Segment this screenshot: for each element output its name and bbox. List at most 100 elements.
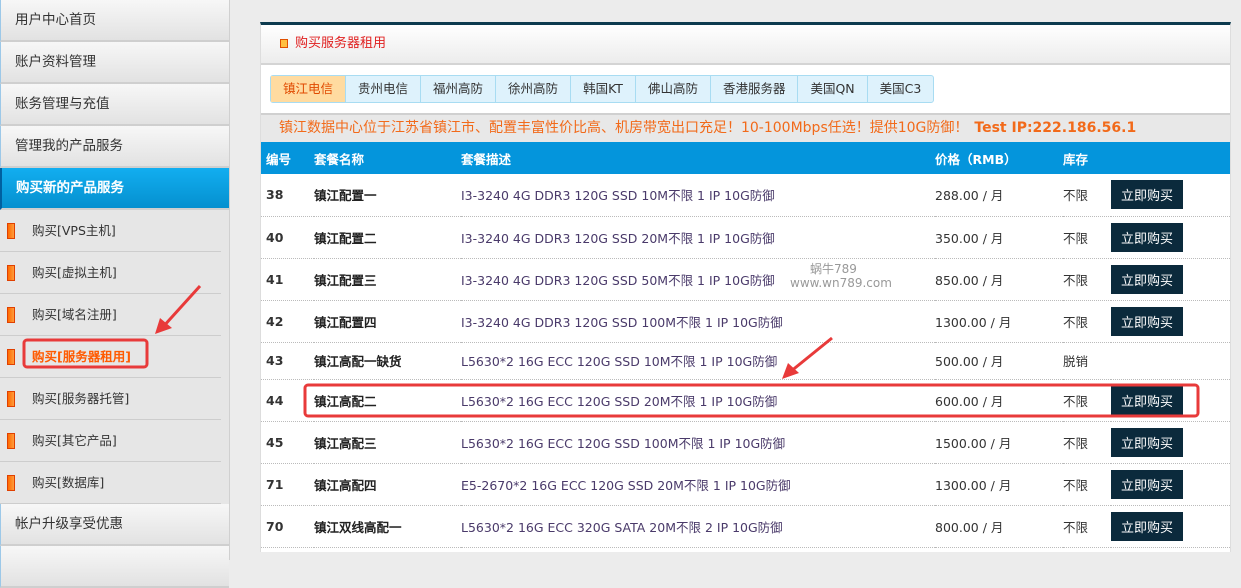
tab-region[interactable]: 镇江电信 (271, 76, 347, 102)
tab-region[interactable]: 美国QN (798, 76, 868, 102)
orange-bar-icon (7, 223, 15, 239)
tab-region[interactable]: 佛山高防 (636, 76, 711, 102)
sidebar-subitem[interactable]: 购买[域名注册] (0, 294, 221, 336)
sidebar-subitem[interactable]: 购买[数据库] (0, 462, 221, 504)
tab-region[interactable]: 贵州电信 (346, 76, 422, 102)
cell-id: 70 (261, 505, 314, 548)
cell-stock: 不限 (1063, 463, 1111, 506)
cell-name: 镇江高配二 (314, 379, 461, 422)
col-action (1111, 142, 1230, 174)
buy-now-button[interactable]: 立即购买 (1111, 469, 1184, 499)
cell-stock: 不限 (1063, 421, 1111, 464)
sidebar-subitem[interactable]: 购买[虚拟主机] (0, 252, 221, 294)
cell-action: 立即购买 (1111, 505, 1230, 548)
tab-region[interactable]: 美国C3 (879, 81, 922, 96)
region-tabs: 镇江电信 贵州电信 福州高防 徐州高防 韩国KT 佛山高防 香港服务器 美国QN 美国C3 (270, 75, 935, 103)
cell-stock: 脱销 (1063, 342, 1111, 380)
sidebar-subitem-label: 购买[服务器租用] (32, 349, 131, 364)
cell-action: 立即购买 (1111, 421, 1230, 464)
cell-stock: 不限 (1063, 379, 1111, 422)
cell-desc: I3-3240 4G DDR3 120G SSD 100M不限 1 IP 10G… (461, 300, 935, 343)
cell-stock: 不限 (1063, 216, 1111, 259)
sidebar-subitem-label: 购买[虚拟主机] (32, 265, 117, 280)
table-row: 45 镇江高配三 L5630*2 16G ECC 120G SSD 100M不限 1… (261, 421, 1230, 464)
cell-desc: L5630*2 16G ECC 120G SSD 20M不限 1 IP 10G防… (461, 379, 935, 422)
sidebar-item[interactable]: 管理我的产品服务 (0, 126, 229, 168)
table-row: 41 镇江配置三 I3-3240 4G DDR3 120G SSD 50M不限 1 … (261, 258, 1230, 301)
sidebar-subitem[interactable]: 购买[服务器托管] (0, 378, 221, 420)
cell-action: 立即购买 (1111, 300, 1230, 343)
col-desc: 套餐描述 (461, 142, 935, 174)
cell-desc: I3-3240 4G DDR3 120G SSD 20M不限 1 IP 10G防… (461, 216, 935, 259)
col-price: 价格（RMB） (935, 142, 1063, 174)
cell-id: 71 (261, 463, 314, 506)
cell-price: 1300.00 / 月 (935, 300, 1063, 343)
cell-id: 43 (261, 342, 314, 380)
cell-desc: I3-3240 4G DDR3 120G SSD 10M不限 1 IP 10G防… (461, 174, 935, 217)
cell-price: 500.00 / 月 (935, 342, 1063, 380)
buy-now-button[interactable]: 立即购买 (1111, 427, 1184, 457)
buy-now-button[interactable]: 立即购买 (1111, 511, 1184, 541)
sidebar-item[interactable]: 帐户升级享受优惠 (0, 504, 229, 546)
sidebar-subitem[interactable]: 购买[其它产品] (0, 420, 221, 462)
cell-price: 350.00 / 月 (935, 216, 1063, 259)
buy-now-button[interactable]: 立即购买 (1111, 222, 1184, 252)
buy-now-button[interactable]: 立即购买 (1111, 385, 1184, 415)
cell-action: 立即购买 (1111, 463, 1230, 506)
main-panel: 购买服务器租用 镇江电信 贵州电信 福州高防 徐州高防 韩国KT 佛山高防 香港服务器 美国Q… (260, 22, 1231, 552)
tab-region[interactable]: 韩国KT (571, 76, 636, 102)
notice-text: 镇江数据中心位于江苏省镇江市、配置丰富性价比高、机房带宽出口充足！10-100M… (279, 120, 969, 136)
watermark: 蜗牛789 www.wn789.com (790, 262, 892, 290)
sidebar-subitem-label: 购买[数据库] (32, 475, 105, 490)
table-row: 44 镇江高配二 L5630*2 16G ECC 120G SSD 20M不限 1 … (261, 379, 1230, 422)
tab-region[interactable]: 香港服务器 (711, 76, 799, 102)
cell-id: 41 (261, 258, 314, 301)
sidebar-subitem-label: 购买[域名注册] (32, 307, 117, 322)
sidebar-subitem-label: 购买[VPS主机] (32, 223, 116, 238)
cell-price: 800.00 / 月 (935, 505, 1063, 548)
buy-now-button[interactable]: 立即购买 (1111, 264, 1184, 294)
sidebar-subitem-label: 购买[其它产品] (32, 433, 117, 448)
sidebar-item[interactable]: 购买新的产品服务 (0, 168, 229, 210)
cell-desc: E5-2670*2 16G ECC 120G SSD 20M不限 1 IP 10… (461, 463, 935, 506)
cell-id: 40 (261, 216, 314, 259)
sidebar: 用户中心首页 账户资料管理 账务管理与充值 管理我的产品服务 购买新的产品服务购买[VP… (0, 0, 230, 588)
table-row: 40 镇江配置二 I3-3240 4G DDR3 120G SSD 20M不限 1 … (261, 216, 1230, 259)
sidebar-subitem-label: 购买[服务器托管] (32, 391, 130, 406)
cell-price: 1500.00 / 月 (935, 421, 1063, 464)
table-row: 42 镇江配置四 I3-3240 4G DDR3 120G SSD 100M不限 1… (261, 300, 1230, 343)
cell-stock: 不限 (1063, 505, 1111, 548)
cell-id: 45 (261, 421, 314, 464)
orange-bar-icon (7, 433, 15, 449)
cell-id: 44 (261, 379, 314, 422)
cell-action (1111, 342, 1230, 380)
sidebar-item-partial[interactable] (0, 546, 229, 588)
cell-price: 600.00 / 月 (935, 379, 1063, 422)
cell-stock: 不限 (1063, 174, 1111, 217)
cell-name: 镇江双线高配一 (314, 505, 461, 548)
tab-region[interactable]: 徐州高防 (496, 76, 572, 102)
table-row: 70 镇江双线高配一 L5630*2 16G ECC 320G SATA 20M不限… (261, 505, 1230, 548)
orange-bar-icon (7, 307, 15, 323)
cell-name: 镇江配置二 (314, 216, 461, 259)
orange-bar-icon (7, 265, 15, 281)
cell-desc: L5630*2 16G ECC 120G SSD 100M不限 1 IP 10G… (461, 421, 935, 464)
col-stock: 库存 (1063, 142, 1111, 174)
sidebar-item[interactable]: 账户资料管理 (0, 42, 229, 84)
tab-region[interactable]: 福州高防 (421, 76, 497, 102)
cell-desc: I3-3240 4G DDR3 120G SSD 50M不限 1 IP 10G防… (461, 258, 935, 301)
square-icon (280, 39, 288, 48)
orange-bar-icon (7, 391, 15, 407)
test-ip: Test IP:222.186.56.1 (974, 120, 1137, 136)
cell-price: 288.00 / 月 (935, 174, 1063, 217)
cell-action: 立即购买 (1111, 174, 1230, 217)
buy-now-button[interactable]: 立即购买 (1111, 306, 1184, 336)
cell-stock: 不限 (1063, 258, 1111, 301)
cell-name: 镇江高配三 (314, 421, 461, 464)
buy-now-button[interactable]: 立即购买 (1111, 180, 1184, 210)
sidebar-item[interactable]: 用户中心首页 (0, 0, 229, 42)
sidebar-item[interactable]: 账务管理与充值 (0, 84, 229, 126)
sidebar-subitem[interactable]: 购买[VPS主机] (0, 210, 221, 252)
sidebar-subitem[interactable]: 购买[服务器租用] (0, 336, 221, 378)
table-row: 43 镇江高配一缺货 L5630*2 16G ECC 120G SSD 10M不限 … (261, 342, 1230, 380)
